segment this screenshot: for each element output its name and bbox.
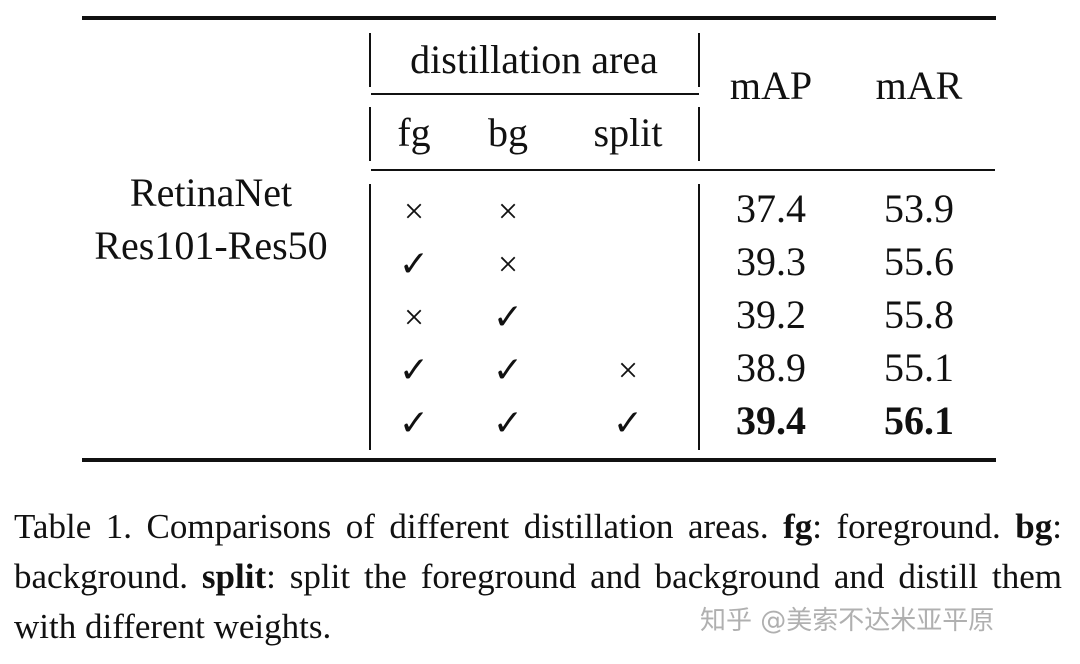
row1-map: 37.4 [736,186,806,231]
row2-bg-mark: × [497,244,519,284]
subheader-fg: fg [397,110,431,155]
caption-bg-def: : background. [14,507,1062,596]
header-mar: mAR [875,63,963,108]
row4-map: 38.9 [736,345,806,390]
caption-split-def: : split the foreground and background an… [14,557,1062,646]
caption-bg-term: bg [1015,507,1053,546]
row5-mar-best: 56.1 [884,398,954,443]
right-separator-header [698,33,700,87]
caption-split-term: split [201,557,267,596]
right-separator-body [698,184,700,450]
header-map: mAP [729,63,813,108]
subheader-bg: bg [488,110,528,155]
row5-split-mark: ✓ [612,403,644,443]
row5-fg-mark: ✓ [398,403,430,443]
row4-split-mark: × [617,350,639,390]
caption-fg-def: : foreground. [812,507,1016,546]
row2-mar: 55.6 [884,239,954,284]
row2-fg-mark: ✓ [398,244,430,284]
row2-map: 39.3 [736,239,806,284]
row5-map-best: 39.4 [736,398,806,443]
header-bottom-rule [371,169,995,171]
row1-mar: 53.9 [884,186,954,231]
caption-prefix: Table 1. Comparisons of different distil… [14,507,784,546]
subheader-split: split [593,110,663,155]
caption-fg-term: fg [783,507,813,546]
row4-fg-mark: ✓ [398,350,430,390]
left-separator-subheader [369,107,371,161]
row4-bg-mark: ✓ [492,350,524,390]
watermark: 知乎 @美索不达米亚平原 [700,606,995,636]
left-separator-header [369,33,371,87]
row1-bg-mark: × [497,191,519,231]
right-separator-subheader [698,107,700,161]
table-caption: Table 1. Comparisons of different distil… [14,502,1062,652]
row1-fg-mark: × [403,191,425,231]
row5-bg-mark: ✓ [492,403,524,443]
table-top-rule [82,16,996,20]
model-label-line1: RetinaNet [129,170,293,215]
model-label-line2: Res101-Res50 [94,223,328,268]
row4-mar: 55.1 [884,345,954,390]
row3-mar: 55.8 [884,292,954,337]
table-bottom-rule [82,458,996,462]
row3-fg-mark: × [403,297,425,337]
left-separator-body [369,184,371,450]
group-header-label: distillation area [410,37,658,82]
group-header-underline [371,93,699,95]
row3-bg-mark: ✓ [492,297,524,337]
row3-map: 39.2 [736,292,806,337]
